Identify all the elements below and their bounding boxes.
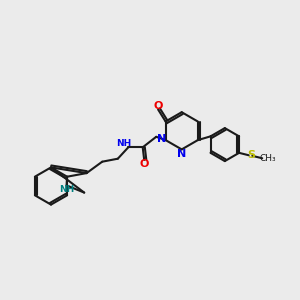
Text: N: N — [177, 148, 186, 159]
Text: O: O — [140, 158, 149, 169]
Text: S: S — [248, 150, 256, 160]
Text: NH: NH — [60, 185, 75, 194]
Text: CH₃: CH₃ — [260, 154, 277, 163]
Text: N: N — [158, 134, 166, 144]
Text: O: O — [153, 101, 163, 111]
Text: NH: NH — [116, 139, 131, 148]
